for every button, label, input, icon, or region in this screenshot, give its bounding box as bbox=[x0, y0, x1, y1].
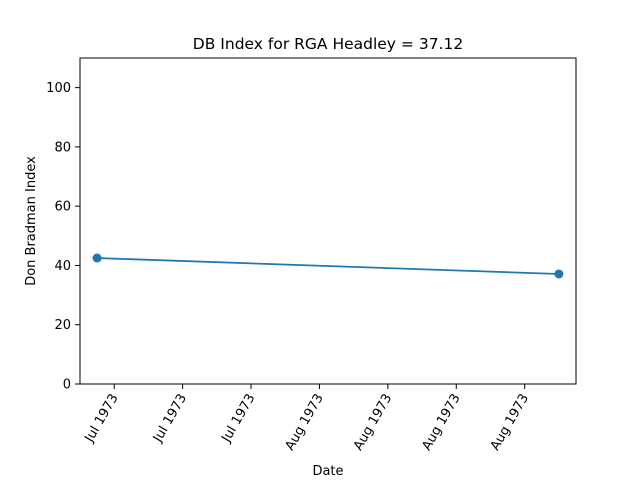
chart-title: DB Index for RGA Headley = 37.12 bbox=[193, 35, 463, 53]
data-point bbox=[92, 253, 102, 263]
y-tick-label: 0 bbox=[63, 378, 71, 393]
y-tick-label: 60 bbox=[54, 200, 71, 215]
y-tick-label: 80 bbox=[54, 140, 71, 155]
y-tick-label: 100 bbox=[46, 81, 71, 96]
series-line bbox=[97, 257, 559, 275]
plot-frame bbox=[79, 57, 577, 385]
y-tick-label: 40 bbox=[54, 259, 71, 274]
plot-area bbox=[92, 253, 564, 279]
y-axis-label: Don Bradman Index bbox=[24, 156, 39, 286]
y-axis: 0 20 40 60 80 100 bbox=[46, 81, 80, 393]
x-axis-label: Date bbox=[312, 464, 343, 479]
y-tick-label: 20 bbox=[54, 318, 71, 333]
data-point bbox=[554, 269, 564, 279]
